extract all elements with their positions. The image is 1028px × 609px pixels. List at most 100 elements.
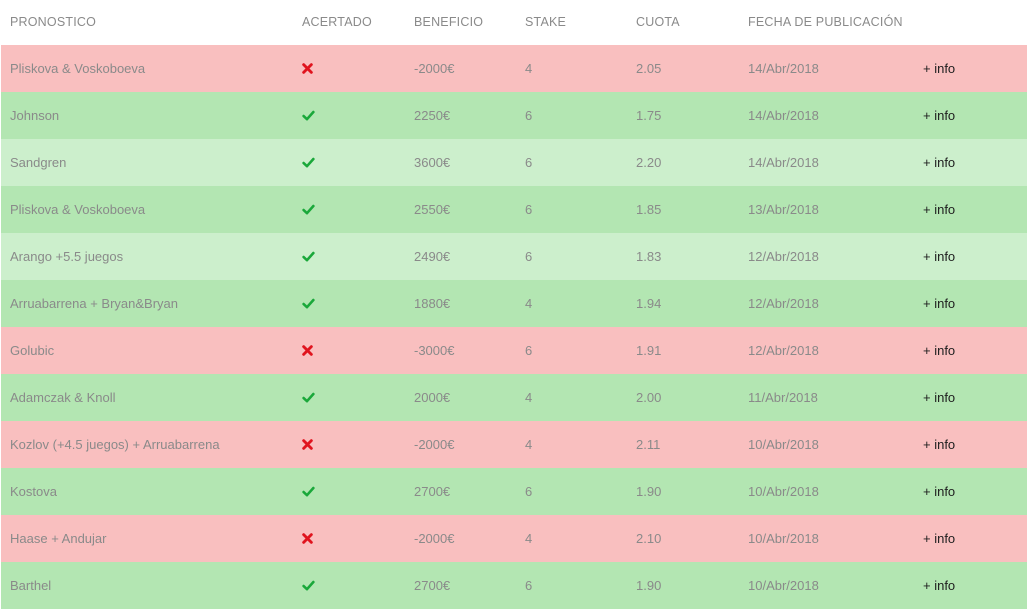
cross-icon <box>302 63 313 74</box>
acertado-cell <box>302 421 313 468</box>
check-icon <box>302 156 315 169</box>
table-row: Barthel 2700€ 6 1.90 10/Abr/2018 + info <box>0 562 1028 609</box>
stake-cell: 4 <box>525 61 533 76</box>
table-row: Adamczak & Knoll 2000€ 4 2.00 11/Abr/201… <box>0 374 1028 421</box>
cross-icon <box>302 345 313 356</box>
check-icon <box>302 579 315 592</box>
fecha-cell: 14/Abr/2018 <box>748 108 819 123</box>
cuota-cell: 1.90 <box>636 484 662 499</box>
cuota-cell: 2.10 <box>636 531 662 546</box>
info-link[interactable]: + info <box>923 296 956 311</box>
info-link[interactable]: + info <box>923 390 956 405</box>
cuota-cell: 1.75 <box>636 108 662 123</box>
acertado-cell <box>302 186 315 233</box>
fecha-cell: 12/Abr/2018 <box>748 249 819 264</box>
table-row: Pliskova & Voskoboeva -2000€ 4 2.05 14/A… <box>0 45 1028 92</box>
beneficio-cell: 1880€ <box>414 296 451 311</box>
beneficio-cell: 3600€ <box>414 155 451 170</box>
cuota-cell: 1.90 <box>636 578 662 593</box>
fecha-cell: 14/Abr/2018 <box>748 155 819 170</box>
table-row: Kostova 2700€ 6 1.90 10/Abr/2018 + info <box>0 468 1028 515</box>
beneficio-cell: 2250€ <box>414 108 451 123</box>
table-row: Haase + Andujar -2000€ 4 2.10 10/Abr/201… <box>0 515 1028 562</box>
pronostico-cell: Johnson <box>10 108 60 123</box>
beneficio-cell: -2000€ <box>414 437 455 452</box>
table-row: Kozlov (+4.5 juegos) + Arruabarrena -200… <box>0 421 1028 468</box>
stake-cell: 6 <box>525 484 533 499</box>
pronostico-cell: Arango +5.5 juegos <box>10 249 124 264</box>
header-stake: STAKE <box>525 15 567 29</box>
acertado-cell <box>302 280 315 327</box>
beneficio-cell: 2490€ <box>414 249 451 264</box>
cross-icon <box>302 533 313 544</box>
info-link[interactable]: + info <box>923 202 956 217</box>
fecha-cell: 10/Abr/2018 <box>748 437 819 452</box>
cuota-cell: 1.91 <box>636 343 662 358</box>
pronostico-cell: Adamczak & Knoll <box>10 390 116 405</box>
beneficio-cell: -2000€ <box>414 61 455 76</box>
table-row: Sandgren 3600€ 6 2.20 14/Abr/2018 + info <box>0 139 1028 186</box>
acertado-cell <box>302 45 313 92</box>
check-icon <box>302 391 315 404</box>
check-icon <box>302 297 315 310</box>
header-fecha: FECHA DE PUBLICACIÓN <box>748 15 903 29</box>
pronostico-cell: Haase + Andujar <box>10 531 107 546</box>
stake-cell: 4 <box>525 531 533 546</box>
acertado-cell <box>302 92 315 139</box>
info-link[interactable]: + info <box>923 108 956 123</box>
fecha-cell: 14/Abr/2018 <box>748 61 819 76</box>
acertado-cell <box>302 139 315 186</box>
table-row: Arruabarrena + Bryan&Bryan 1880€ 4 1.94 … <box>0 280 1028 327</box>
fecha-cell: 11/Abr/2018 <box>748 390 818 405</box>
pronostico-cell: Pliskova & Voskoboeva <box>10 202 146 217</box>
stake-cell: 6 <box>525 343 533 358</box>
info-link[interactable]: + info <box>923 343 956 358</box>
pronostico-cell: Arruabarrena + Bryan&Bryan <box>10 296 179 311</box>
check-icon <box>302 485 315 498</box>
fecha-cell: 12/Abr/2018 <box>748 296 819 311</box>
fecha-cell: 12/Abr/2018 <box>748 343 819 358</box>
beneficio-cell: -2000€ <box>414 531 455 546</box>
stake-cell: 6 <box>525 108 533 123</box>
fecha-cell: 10/Abr/2018 <box>748 484 819 499</box>
acertado-cell <box>302 515 313 562</box>
stake-cell: 4 <box>525 296 533 311</box>
info-link[interactable]: + info <box>923 155 956 170</box>
cuota-cell: 1.94 <box>636 296 662 311</box>
cuota-cell: 2.00 <box>636 390 662 405</box>
beneficio-cell: 2700€ <box>414 578 451 593</box>
info-link[interactable]: + info <box>923 437 956 452</box>
info-link[interactable]: + info <box>923 61 956 76</box>
header-pronostico: PRONOSTICO <box>10 15 97 29</box>
beneficio-cell: 2550€ <box>414 202 451 217</box>
pronostico-cell: Barthel <box>10 578 52 593</box>
table-row: Johnson 2250€ 6 1.75 14/Abr/2018 + info <box>0 92 1028 139</box>
header-beneficio: BENEFICIO <box>414 15 484 29</box>
acertado-cell <box>302 233 315 280</box>
acertado-cell <box>302 468 315 515</box>
header-acertado: ACERTADO <box>302 15 372 29</box>
header-cuota: CUOTA <box>636 15 680 29</box>
cuota-cell: 1.83 <box>636 249 662 264</box>
fecha-cell: 10/Abr/2018 <box>748 578 819 593</box>
pronostico-cell: Kozlov (+4.5 juegos) + Arruabarrena <box>10 437 220 452</box>
info-link[interactable]: + info <box>923 531 956 546</box>
cuota-cell: 2.11 <box>636 437 661 452</box>
stake-cell: 4 <box>525 390 533 405</box>
pronostico-cell: Kostova <box>10 484 57 499</box>
info-link[interactable]: + info <box>923 249 956 264</box>
cuota-cell: 1.85 <box>636 202 662 217</box>
check-icon <box>302 203 315 216</box>
acertado-cell <box>302 327 313 374</box>
pronostico-cell: Golubic <box>10 343 55 358</box>
info-link[interactable]: + info <box>923 578 956 593</box>
fecha-cell: 13/Abr/2018 <box>748 202 819 217</box>
check-icon <box>302 109 315 122</box>
beneficio-cell: 2700€ <box>414 484 451 499</box>
stake-cell: 6 <box>525 578 533 593</box>
beneficio-cell: 2000€ <box>414 390 451 405</box>
beneficio-cell: -3000€ <box>414 343 455 358</box>
cross-icon <box>302 439 313 450</box>
info-link[interactable]: + info <box>923 484 956 499</box>
